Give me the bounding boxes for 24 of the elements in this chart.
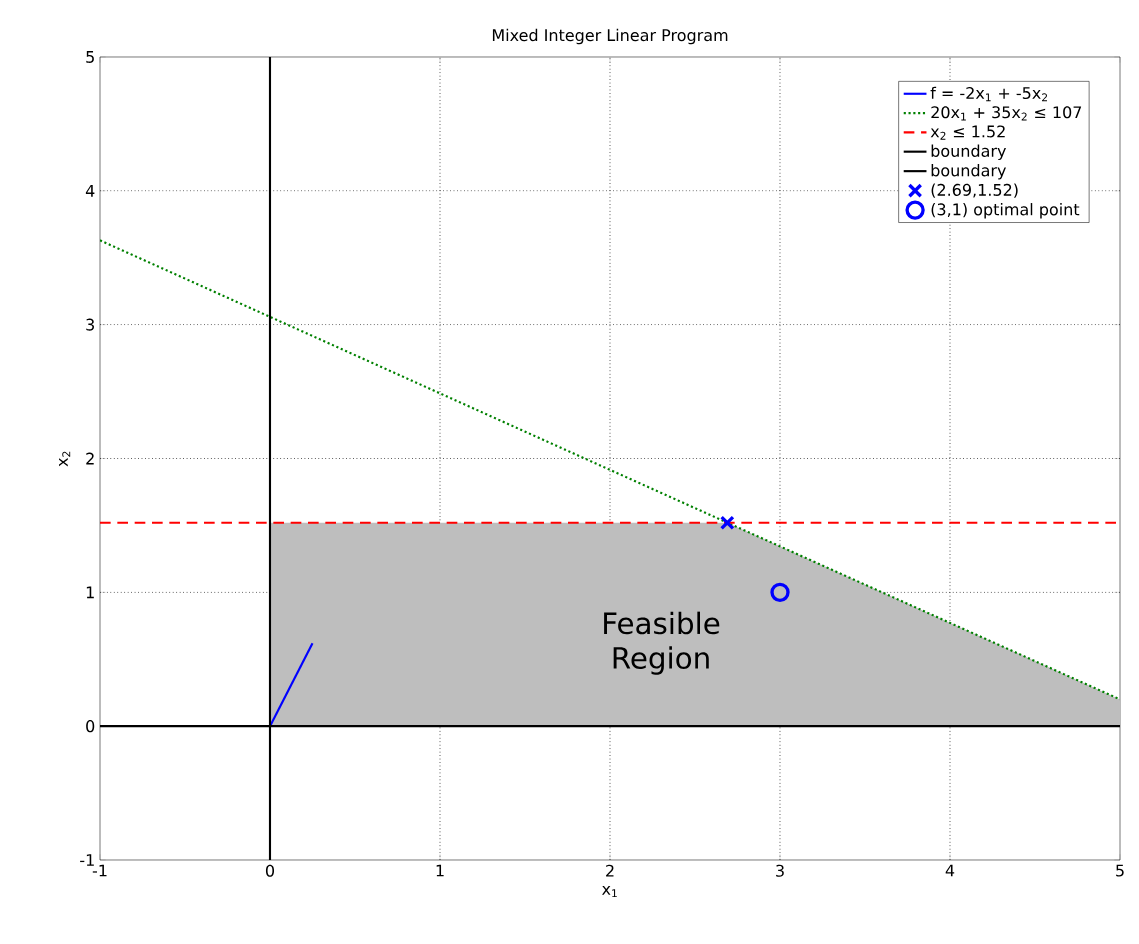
y-tick-label: 4: [85, 184, 95, 197]
legend-label: f = -2x$_{1}$ + -5x$_{2}$: [930, 86, 1047, 102]
x-tick-label: 5: [1116, 864, 1124, 877]
x-tick-label: 4: [945, 864, 955, 877]
y-tick-label: -1: [80, 854, 94, 866]
y-tick-label: 0: [86, 720, 95, 733]
legend-label: boundary: [931, 144, 1006, 161]
legend-label: 20x$_{1}$ + 35x$_{2}$ ≤ 107: [931, 106, 1082, 121]
y-tick-label: 3: [86, 318, 94, 331]
y-axis-title: x$_{2}$: [59, 451, 71, 467]
x-tick-label: 0: [265, 864, 275, 877]
legend-label: x$_{2}$ ≤ 1.52: [930, 125, 1005, 140]
chart-title: Mixed Integer Linear Program: [492, 28, 728, 45]
x-tick-label: 1: [436, 864, 444, 877]
legend-label: boundary: [931, 164, 1006, 180]
x-tick-label: 3: [776, 864, 784, 877]
y-tick-label: 1: [86, 586, 94, 599]
legend-label: (2.69,1.52): [931, 183, 1018, 198]
annotation: Feasible Region: [604, 611, 720, 675]
x-tick-label: 2: [606, 864, 614, 877]
x-axis-title: x$_{1}$: [602, 885, 617, 898]
y-tick-label: 2: [86, 452, 94, 465]
legend-label: (3,1) optimal point: [931, 203, 1080, 219]
y-tick-label: 5: [86, 51, 94, 63]
